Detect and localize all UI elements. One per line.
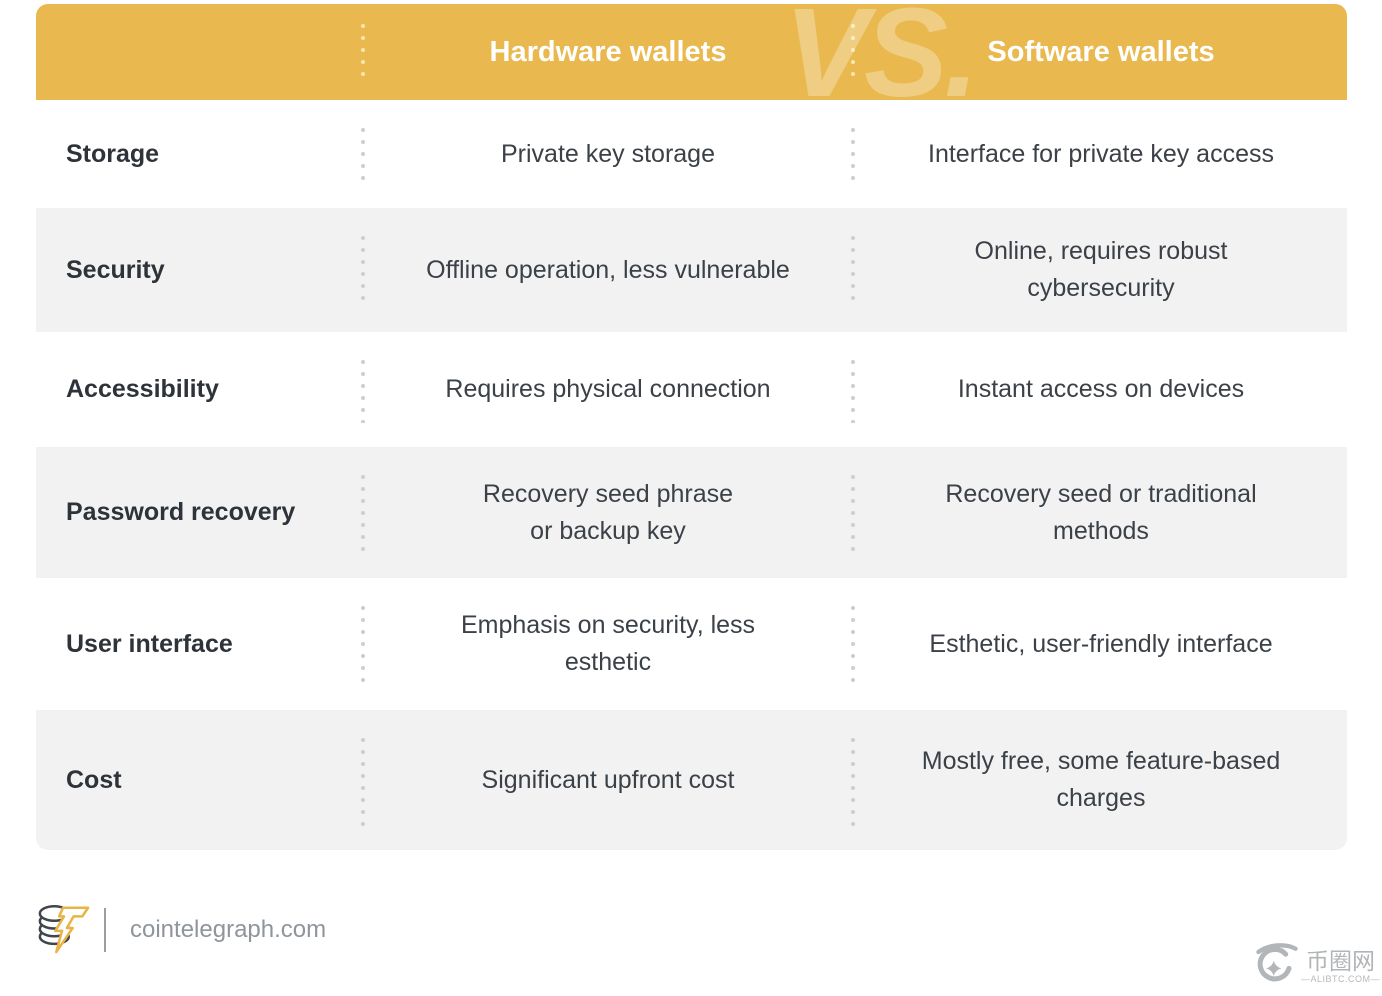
- dotted-divider: [851, 232, 855, 308]
- header-hardware-wallets: Hardware wallets: [489, 35, 727, 68]
- hardware-cell-storage: Private key storage: [501, 139, 715, 168]
- site-watermark: 币圈网 —ALIBTC.COM—: [1253, 941, 1380, 992]
- dotted-divider: [361, 602, 365, 686]
- table-row: User interface Emphasis on security, les…: [36, 578, 1347, 710]
- table-header: VS. Hardware wallets Software wallets: [36, 4, 1347, 100]
- software-cell-cost: Mostly free, some feature-based charges: [921, 747, 1281, 812]
- dotted-divider: [851, 471, 855, 554]
- row-label-password-recovery: Password recovery: [66, 498, 296, 526]
- footer-divider: [104, 908, 106, 952]
- watermark-swirl-icon: [1253, 941, 1301, 992]
- dotted-divider: [361, 232, 365, 308]
- table-row: Cost Significant upfront cost Mostly fre…: [36, 710, 1347, 850]
- hardware-cell-security: Offline operation, less vulnerable: [426, 255, 790, 284]
- hardware-cell-user-interface: Emphasis on security, less esthetic: [460, 611, 756, 676]
- cointelegraph-logo-icon: [36, 900, 90, 961]
- vs-watermark-text: VS.: [784, 4, 979, 100]
- hardware-cell-password-recovery: Recovery seed phrase or backup key: [482, 479, 734, 545]
- footer: cointelegraph.com: [36, 902, 326, 958]
- row-label-cost: Cost: [66, 765, 122, 794]
- dotted-divider: [851, 124, 855, 184]
- software-cell-storage: Interface for private key access: [928, 139, 1274, 168]
- software-cell-accessibility: Instant access on devices: [957, 375, 1245, 403]
- watermark-subtitle: —ALIBTC.COM—: [1300, 974, 1380, 984]
- header-dotted-divider-2: [851, 20, 855, 84]
- dotted-divider: [851, 734, 855, 826]
- dotted-divider: [361, 471, 365, 554]
- row-label-security: Security: [66, 255, 165, 284]
- table-row: Accessibility Requires physical connecti…: [36, 332, 1347, 447]
- comparison-table: VS. Hardware wallets Software wallets St…: [36, 4, 1347, 850]
- table-row: Password recovery Recovery seed phrase o…: [36, 447, 1347, 578]
- software-cell-user-interface: Esthetic, user-friendly interface: [929, 629, 1273, 658]
- software-cell-security: Online, requires robust cybersecurity: [974, 237, 1228, 302]
- row-label-user-interface: User interface: [66, 629, 233, 658]
- table-row: Security Offline operation, less vulnera…: [36, 208, 1347, 332]
- watermark-site-name: 币圈网: [1305, 948, 1375, 974]
- header-dotted-divider-1: [361, 20, 365, 84]
- header-empty-cell: [36, 4, 361, 100]
- software-cell-password-recovery: Recovery seed or traditional methods: [945, 479, 1257, 545]
- row-label-storage: Storage: [66, 139, 160, 168]
- dotted-divider: [361, 356, 365, 423]
- hardware-cell-accessibility: Requires physical connection: [445, 375, 771, 403]
- dotted-divider: [851, 602, 855, 686]
- hardware-cell-cost: Significant upfront cost: [481, 765, 735, 794]
- dotted-divider: [361, 124, 365, 184]
- footer-site-text: cointelegraph.com: [130, 916, 327, 943]
- table-row: Storage Private key storage Interface fo…: [36, 100, 1347, 208]
- dotted-divider: [361, 734, 365, 826]
- dotted-divider: [851, 356, 855, 423]
- row-label-accessibility: Accessibility: [66, 375, 219, 403]
- header-software-wallets: Software wallets: [987, 35, 1215, 68]
